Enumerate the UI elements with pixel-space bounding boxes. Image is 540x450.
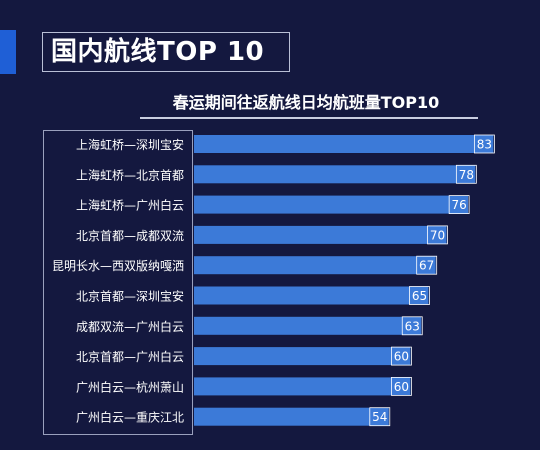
bar xyxy=(194,286,429,305)
value-label-box xyxy=(455,164,477,184)
bar xyxy=(194,135,494,153)
category-label: 北京首都—成都双流 xyxy=(76,229,184,243)
chart-title-underline xyxy=(140,117,478,119)
value-label-box xyxy=(427,225,448,245)
bar xyxy=(194,347,411,366)
value-label-box xyxy=(391,376,412,396)
value-label-box xyxy=(401,316,423,336)
accent-bar xyxy=(0,30,16,74)
category-label: 北京首都—广州白云 xyxy=(76,349,184,364)
bar xyxy=(194,225,447,244)
category-label: 北京首都—深圳宝安 xyxy=(76,289,184,304)
value-label-box xyxy=(409,286,430,305)
value-label: 60 xyxy=(394,350,409,364)
value-label-box xyxy=(416,255,438,275)
value-label: 83 xyxy=(477,138,492,152)
category-label: 广州白云—杭州萧山 xyxy=(76,379,184,394)
category-label: 昆明长水—西双版纳嘎洒 xyxy=(52,259,184,273)
value-label: 54 xyxy=(372,410,387,424)
bar xyxy=(194,407,389,426)
category-label: 成都双流—广州白云 xyxy=(76,319,184,334)
value-label: 78 xyxy=(459,168,474,182)
page-title: 国内航线TOP 10 xyxy=(42,32,290,72)
value-label: 67 xyxy=(419,259,434,273)
category-label: 上海虹桥—北京首都 xyxy=(76,167,184,182)
value-label: 70 xyxy=(430,228,445,242)
bar xyxy=(194,377,411,396)
value-label: 76 xyxy=(452,198,467,212)
bar xyxy=(194,165,476,184)
value-label-box xyxy=(391,346,412,366)
category-label: 广州白云—重庆江北 xyxy=(76,410,184,425)
value-label: 60 xyxy=(394,380,409,394)
value-label-box xyxy=(369,407,391,427)
bar xyxy=(194,195,469,214)
category-label-panel xyxy=(43,130,193,435)
value-label-box xyxy=(473,134,495,154)
value-label-box xyxy=(448,195,470,215)
value-label: 65 xyxy=(412,289,427,303)
value-label: 63 xyxy=(405,319,420,333)
category-label: 上海虹桥—广州白云 xyxy=(76,198,184,213)
bar xyxy=(194,256,436,275)
chart-title: 春运期间往返航线日均航班量TOP10 xyxy=(172,93,440,112)
category-label: 上海虹桥—深圳宝安 xyxy=(76,137,184,152)
bar xyxy=(194,316,422,335)
